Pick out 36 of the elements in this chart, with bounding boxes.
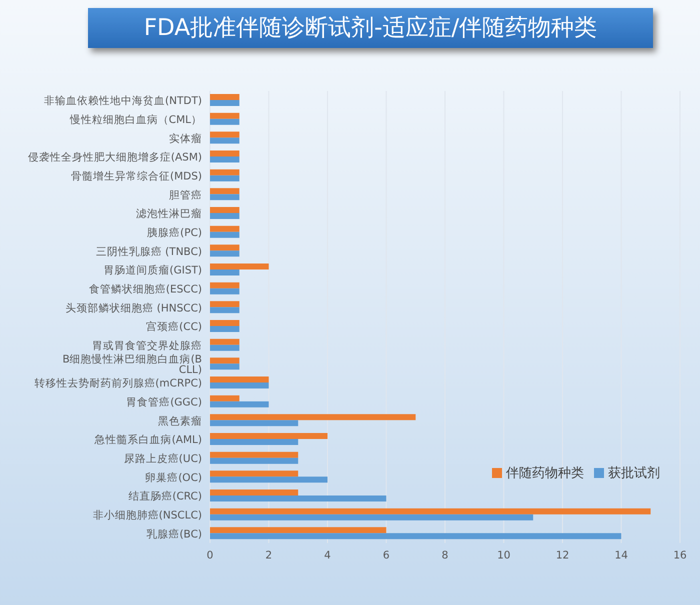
y-tick-label: 卵巢癌(OC) — [145, 470, 202, 484]
x-tick-label: 10 — [497, 549, 510, 562]
y-tick-label: 急性髓系白血病(AML) — [94, 433, 202, 446]
y-tick-label: 实体瘤 — [169, 132, 202, 145]
y-tick-label: 宫颈癌(CC) — [146, 320, 202, 334]
y-tick-label: 胃肠道间质瘤(GIST) — [103, 264, 202, 277]
y-tick-label: B细胞慢性淋巴细胞白血病(B CLL) — [62, 352, 202, 376]
x-tick-label: 12 — [556, 549, 570, 562]
y-tick-label: 非小细胞肺癌(NSCLC) — [92, 508, 202, 522]
y-tick-label: 胰腺癌(PC) — [147, 226, 202, 239]
x-tick-label: 14 — [614, 549, 628, 562]
y-tick-label: 胆管癌 — [169, 188, 202, 202]
y-tick-label: 骨髓增生异常综合征(MDS) — [70, 169, 202, 182]
y-tick-label: 转移性去势耐药前列腺癌(mCRPC) — [34, 376, 202, 390]
y-tick-label: 胃或胃食管交界处腺癌 — [92, 338, 202, 352]
y-tick-label: 食管鳞状细胞癌(ESCC) — [88, 282, 202, 296]
y-tick-label: 慢性粒细胞白血病（CML） — [68, 112, 202, 126]
legend-label: 伴随药物种类 — [506, 466, 584, 481]
y-tick-label: 三阴性乳腺癌 (TNBC) — [96, 244, 202, 258]
y-tick-label: 结直肠癌(CRC) — [128, 490, 202, 503]
y-tick-label: 尿路上皮癌(UC) — [124, 452, 202, 465]
y-tick-label: 胃食管癌(GGC) — [126, 395, 202, 408]
x-tick-label: 6 — [382, 549, 390, 562]
x-tick-label: 8 — [442, 549, 448, 562]
y-tick-label: 头颈部鳞状细胞癌 (HNSCC) — [65, 301, 202, 314]
y-tick-label: 黑色素瘤 — [158, 414, 202, 428]
x-tick-label: 4 — [324, 549, 332, 562]
y-tick-label: 滤泡性淋巴瘤 — [136, 207, 202, 220]
x-tick-label: 2 — [265, 549, 272, 562]
y-tick-label: 侵袭性全身性肥大细胞增多症(ASM) — [28, 150, 202, 164]
x-tick-label: 16 — [673, 549, 687, 562]
chart-title: FDA批准伴随诊断试剂-适应症/伴随药物种类 — [88, 8, 653, 48]
y-tick-label: 非输血依赖性地中海贫血(NTDT) — [44, 94, 202, 108]
y-tick-label: 乳腺癌(BC) — [146, 527, 202, 540]
x-tick-label: 0 — [206, 549, 214, 562]
legend-label: 获批试剂 — [608, 466, 660, 481]
